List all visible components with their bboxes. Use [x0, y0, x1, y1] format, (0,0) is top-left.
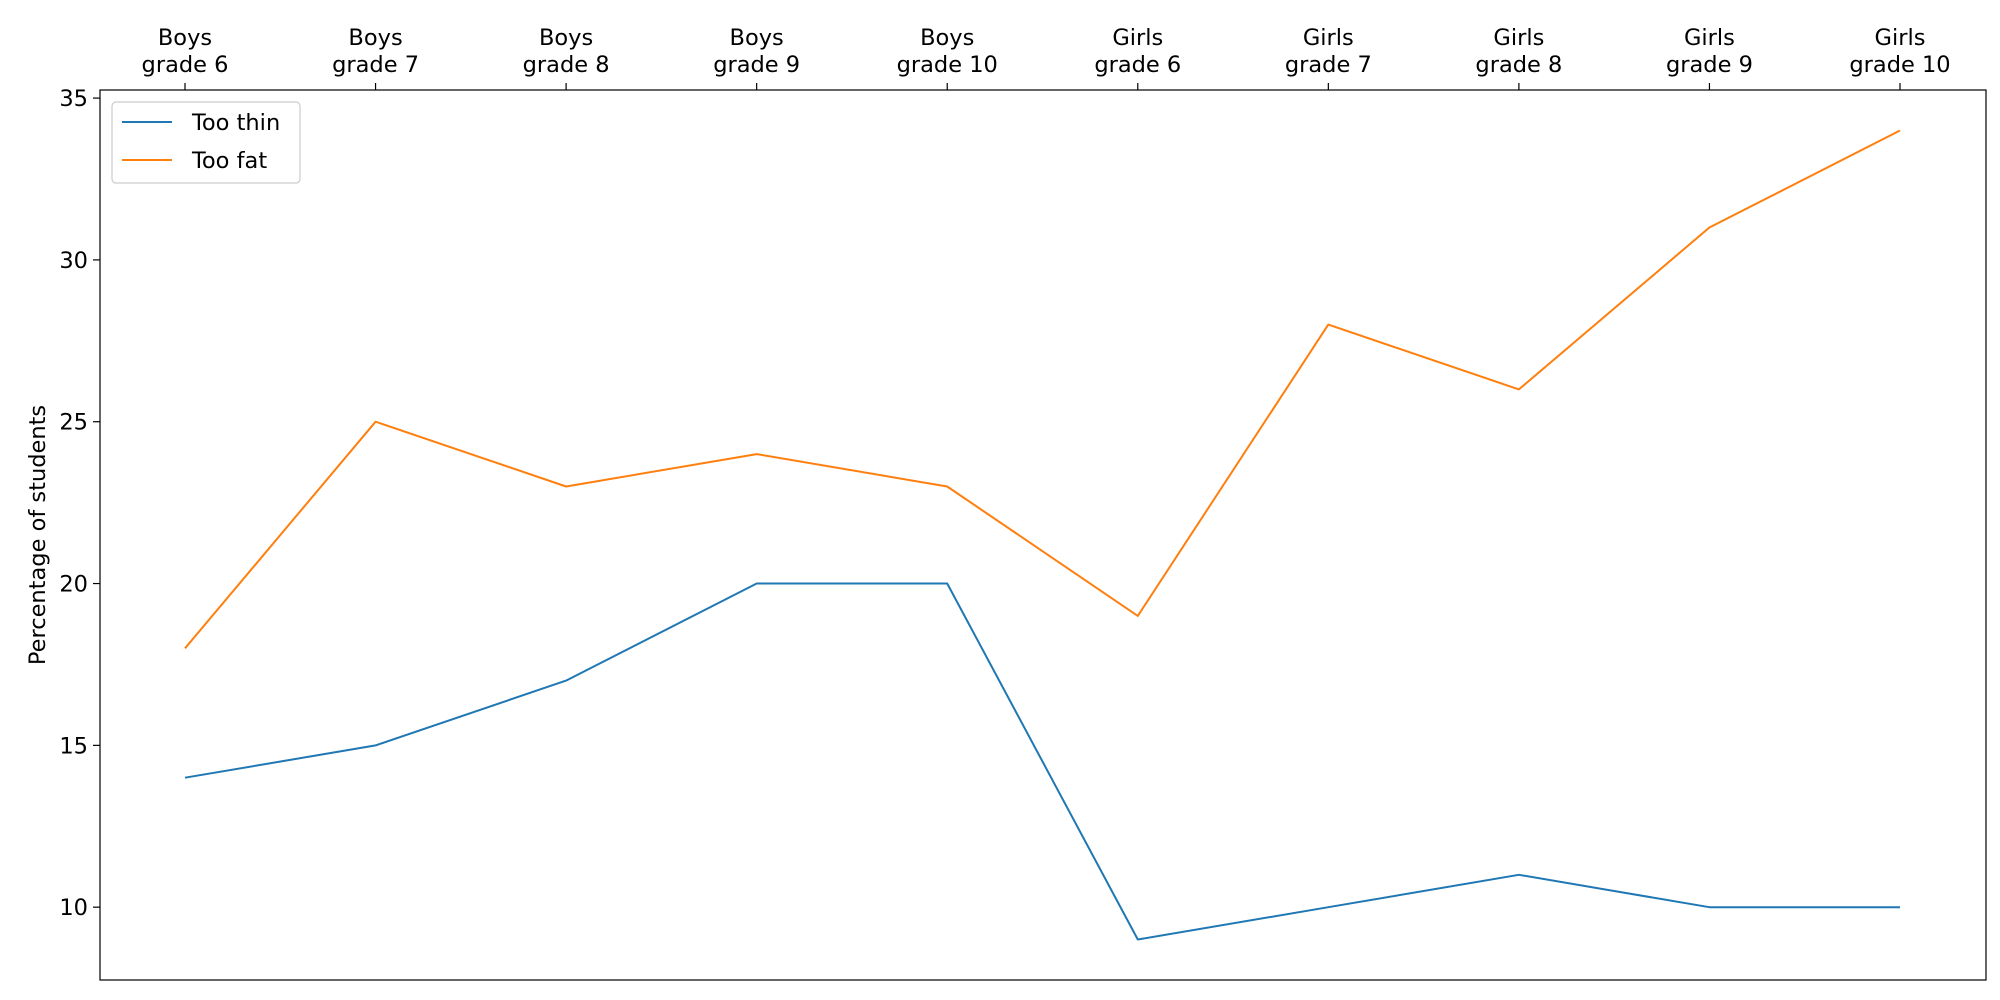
- x-tick-label-girls-grade-8: Girls grade 8: [1475, 25, 1562, 78]
- x-tick-label-line: Girls: [1875, 25, 1926, 51]
- legend-label-too-thin: Too thin: [191, 110, 280, 136]
- y-tick-label-10: 10: [59, 895, 88, 921]
- plot-lines: [184, 129, 1901, 941]
- x-tick-label-boys-grade-9: Boys grade 9: [713, 25, 800, 78]
- x-tick-label-line: grade 7: [1285, 52, 1372, 78]
- x-tick-label-line: Girls: [1112, 25, 1163, 51]
- x-tick-label-girls-grade-9: Girls grade 9: [1666, 25, 1753, 78]
- x-tick-label-line: Boys: [158, 25, 212, 51]
- y-axis-ticks: 10 15 20 25 30 35: [59, 86, 100, 921]
- y-tick-label-25: 25: [59, 410, 88, 436]
- series-line-too-fat: [184, 129, 1901, 649]
- x-tick-label-line: grade 10: [897, 52, 998, 78]
- y-tick-label-15: 15: [59, 733, 88, 759]
- legend: Too thin Too fat: [111, 101, 301, 184]
- x-tick-label-boys-grade-6: Boys grade 6: [142, 25, 229, 78]
- x-tick-label-line: Girls: [1684, 25, 1735, 51]
- y-tick-label-30: 30: [59, 248, 88, 274]
- legend-label-too-fat: Too fat: [191, 148, 267, 174]
- y-axis-title: Percentage of students: [25, 405, 51, 665]
- x-tick-label-boys-grade-8: Boys grade 8: [523, 25, 610, 78]
- x-tick-label-line: Boys: [730, 25, 784, 51]
- x-tick-label-boys-grade-7: Boys grade 7: [332, 25, 419, 78]
- x-tick-label-girls-grade-10: Girls grade 10: [1849, 25, 1950, 78]
- x-tick-label-line: grade 10: [1849, 52, 1950, 78]
- plot-frame: [99, 89, 1987, 981]
- x-tick-label-line: grade 6: [1094, 52, 1181, 78]
- x-tick-label-girls-grade-6: Girls grade 6: [1094, 25, 1181, 78]
- x-tick-label-line: grade 8: [1475, 52, 1562, 78]
- x-tick-label-line: Girls: [1303, 25, 1354, 51]
- x-tick-label-line: grade 8: [523, 52, 610, 78]
- x-tick-label-line: grade 9: [1666, 52, 1753, 78]
- x-tick-label-girls-grade-7: Girls grade 7: [1285, 25, 1372, 78]
- y-tick-label-20: 20: [59, 572, 88, 598]
- y-tick-label-35: 35: [59, 86, 88, 112]
- x-tick-label-line: Boys: [920, 25, 974, 51]
- x-tick-label-line: grade 7: [332, 52, 419, 78]
- x-tick-label-line: Boys: [348, 25, 402, 51]
- x-tick-label-line: grade 9: [713, 52, 800, 78]
- x-tick-label-boys-grade-10: Boys grade 10: [897, 25, 998, 78]
- x-tick-label-line: grade 6: [142, 52, 229, 78]
- x-tick-label-line: Boys: [539, 25, 593, 51]
- x-tick-label-line: Girls: [1493, 25, 1544, 51]
- series-line-too-thin: [184, 582, 1900, 941]
